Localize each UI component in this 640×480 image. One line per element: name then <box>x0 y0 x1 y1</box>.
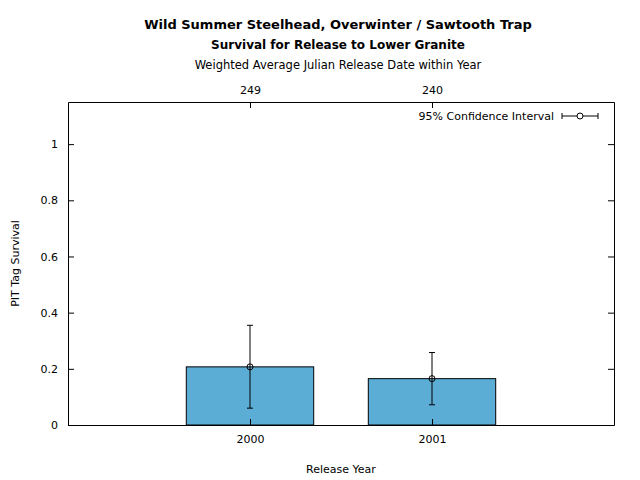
tick: 0.8 <box>41 194 75 207</box>
title: Wild Summer Steelhead, Overwinter / Sawt… <box>144 17 532 32</box>
tick-label: 0 <box>51 419 58 432</box>
tick <box>608 144 614 145</box>
axis-line <box>69 102 615 103</box>
tick-mark <box>68 144 74 145</box>
tick-mark <box>68 313 74 314</box>
tick <box>608 369 614 370</box>
error-bar-cap <box>247 408 253 409</box>
tick-mark <box>68 256 74 257</box>
legend-key <box>562 113 563 119</box>
tick: 0.6 <box>41 250 75 263</box>
error-bar <box>429 353 435 405</box>
tick-mark <box>608 313 614 314</box>
tick-label: 2000 <box>237 433 265 446</box>
y-axis-mirror <box>608 103 615 426</box>
x-axis-top: 249 240 <box>69 84 615 108</box>
tick: 0.4 <box>41 307 75 320</box>
tick-mark <box>608 369 614 370</box>
point-marker <box>429 376 435 382</box>
error-bar-cap <box>429 404 435 405</box>
tick: 0.2 <box>41 363 75 376</box>
error-bar-line <box>250 325 251 408</box>
marks <box>186 325 495 425</box>
tick-mark <box>432 419 433 425</box>
tick-label: 249 <box>240 84 261 97</box>
top-axis-title: Weighted Average Julian Release Date wit… <box>195 58 482 72</box>
tick <box>608 313 614 314</box>
tick-mark <box>608 256 614 257</box>
tick: 1 <box>51 138 74 151</box>
y-axis: 0 0.2 0.4 0.6 0.8 1 <box>41 103 75 433</box>
tick-mark <box>608 200 614 201</box>
legend-key <box>577 113 583 119</box>
tick: 240 <box>422 84 443 108</box>
tick <box>608 256 614 257</box>
tick-mark <box>432 102 433 108</box>
tick-label: 2001 <box>419 433 447 446</box>
axis-line <box>69 425 615 426</box>
tick-label: 0.8 <box>41 194 59 207</box>
tick: 2001 <box>419 419 447 446</box>
tick-label: 1 <box>51 138 58 151</box>
error-bar <box>247 325 253 408</box>
axis-line <box>68 103 69 426</box>
plot: 0 0.2 0.4 0.6 0.8 1 2000 2001 249 240 95% Confiden… <box>41 84 615 446</box>
legend-label: 95% Confidence Interval <box>419 110 554 123</box>
tick-mark <box>68 200 74 201</box>
tick-mark <box>608 144 614 145</box>
tick <box>608 200 614 201</box>
error-bar-cap <box>247 325 253 326</box>
x-axis-title: Release Year <box>306 463 376 476</box>
tick: 2000 <box>237 419 265 446</box>
tick-label: 0.4 <box>41 307 59 320</box>
error-bar-line <box>432 353 433 405</box>
x-axis: 2000 2001 <box>69 419 615 446</box>
tick: 249 <box>240 84 261 108</box>
tick-mark <box>250 419 251 425</box>
legend: 95% Confidence Interval <box>419 110 598 123</box>
tick-mark <box>68 369 74 370</box>
error-bar-cap <box>429 352 435 353</box>
tick-label: 0.2 <box>41 363 59 376</box>
tick-label: 0.6 <box>41 250 59 263</box>
tick-label: 240 <box>422 84 443 97</box>
legend-key <box>598 113 599 119</box>
chart: Wild Summer Steelhead, Overwinter / Sawt… <box>0 0 640 480</box>
point-marker <box>247 364 253 370</box>
y-axis-title: PIT Tag Survival <box>9 220 22 307</box>
subtitle: Survival for Release to Lower Granite <box>211 38 465 52</box>
tick-mark <box>250 102 251 108</box>
axis-line <box>614 103 615 426</box>
